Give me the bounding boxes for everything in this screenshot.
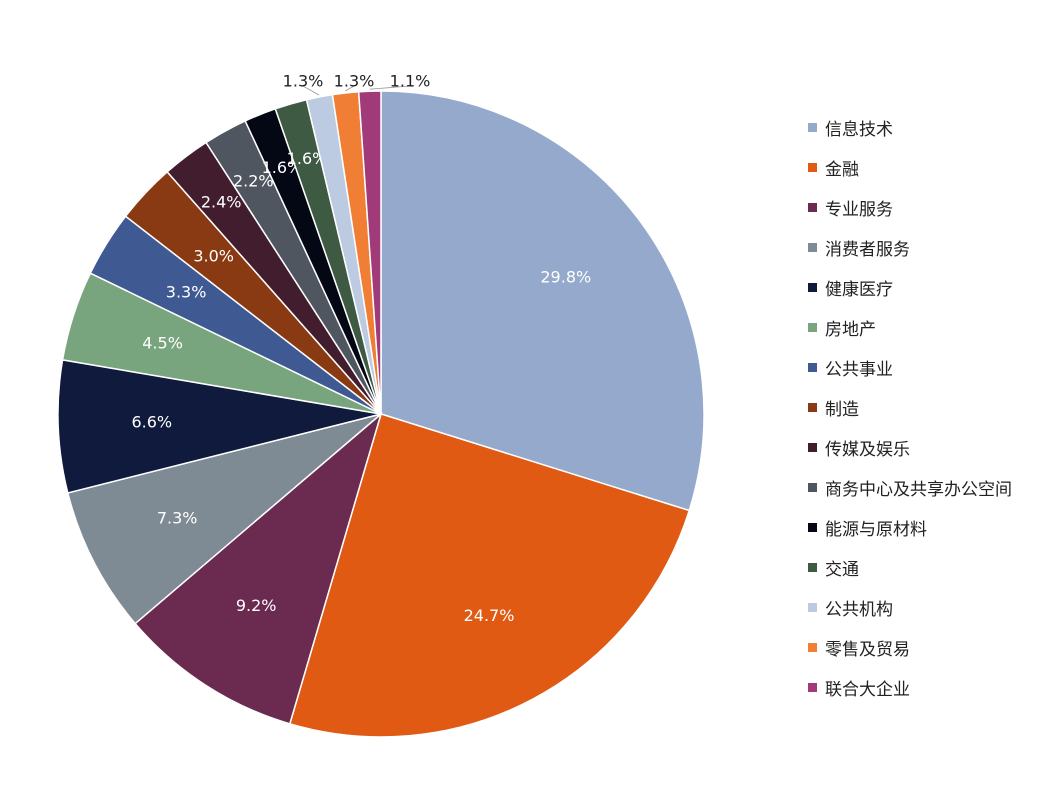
legend-swatch: [808, 162, 817, 172]
slice-data-label: 2.2%: [233, 172, 274, 191]
legend-item: 健康医疗: [808, 267, 1012, 307]
legend-label: 房地产: [825, 319, 876, 340]
legend-item: 房地产: [808, 307, 1012, 347]
chart-legend: 信息技术金融专业服务消费者服务健康医疗房地产公共事业制造传媒及娱乐商务中心及共享…: [808, 107, 1012, 707]
legend-item: 专业服务: [808, 187, 1012, 227]
pie-slice: [57, 359, 382, 494]
legend-item: 传媒及娱乐: [808, 427, 1012, 467]
legend-swatch: [808, 202, 817, 212]
legend-swatch: [808, 562, 817, 572]
legend-item: 金融: [808, 147, 1012, 187]
legend-swatch: [808, 282, 817, 292]
legend-item: 商务中心及共享办公空间: [808, 467, 1012, 507]
leader-line: [369, 85, 411, 90]
legend-label: 制造: [825, 399, 859, 420]
slice-data-label: 4.5%: [142, 334, 183, 353]
legend-label: 信息技术: [825, 119, 893, 140]
legend-item: 联合大企业: [808, 667, 1012, 707]
slice-data-label: 29.8%: [540, 268, 591, 287]
slice-data-label: 3.0%: [193, 247, 234, 266]
legend-label: 商务中心及共享办公空间: [825, 479, 1012, 500]
legend-item: 制造: [808, 387, 1012, 427]
legend-swatch: [808, 402, 817, 412]
legend-label: 联合大企业: [825, 679, 910, 700]
legend-label: 金融: [825, 159, 859, 180]
slice-data-label: 1.3%: [283, 72, 324, 91]
legend-item: 交通: [808, 547, 1012, 587]
pie-slice: [66, 413, 382, 625]
legend-label: 健康医疗: [825, 279, 893, 300]
leader-line: [345, 85, 355, 92]
legend-swatch: [808, 362, 817, 372]
slice-data-label: 3.3%: [166, 283, 207, 302]
legend-swatch: [808, 322, 817, 332]
legend-item: 零售及贸易: [808, 627, 1012, 667]
slice-data-label: 24.7%: [464, 606, 515, 625]
slice-data-label: 1.3%: [334, 72, 375, 91]
slice-data-label: 6.6%: [131, 413, 172, 432]
legend-label: 零售及贸易: [825, 639, 910, 660]
slice-data-label: 1.6%: [287, 149, 328, 168]
slice-data-label: 7.3%: [157, 509, 198, 528]
legend-label: 交通: [825, 559, 859, 580]
slice-data-label: 1.6%: [262, 158, 303, 177]
legend-item: 信息技术: [808, 107, 1012, 147]
slice-data-label: 2.4%: [201, 192, 242, 211]
leader-line: [302, 85, 320, 96]
legend-label: 公共机构: [825, 599, 893, 620]
pie-slice: [380, 90, 705, 512]
legend-swatch: [808, 642, 817, 652]
legend-swatch: [808, 442, 817, 452]
legend-item: 公共事业: [808, 347, 1012, 387]
legend-swatch: [808, 122, 817, 132]
legend-swatch: [808, 522, 817, 532]
legend-swatch: [808, 482, 817, 492]
legend-swatch: [808, 242, 817, 252]
legend-label: 能源与原材料: [825, 519, 927, 540]
pie-slice: [357, 90, 382, 415]
legend-swatch: [808, 682, 817, 692]
legend-label: 专业服务: [825, 199, 893, 220]
legend-label: 公共事业: [825, 359, 893, 380]
slice-data-label: 1.1%: [390, 72, 431, 91]
pie-slice: [134, 411, 383, 725]
legend-item: 消费者服务: [808, 227, 1012, 267]
legend-label: 传媒及娱乐: [825, 439, 910, 460]
pie-slice: [288, 413, 691, 738]
legend-item: 能源与原材料: [808, 507, 1012, 547]
legend-swatch: [808, 602, 817, 612]
legend-label: 消费者服务: [825, 239, 910, 260]
slice-data-label: 9.2%: [236, 596, 277, 615]
legend-item: 公共机构: [808, 587, 1012, 627]
